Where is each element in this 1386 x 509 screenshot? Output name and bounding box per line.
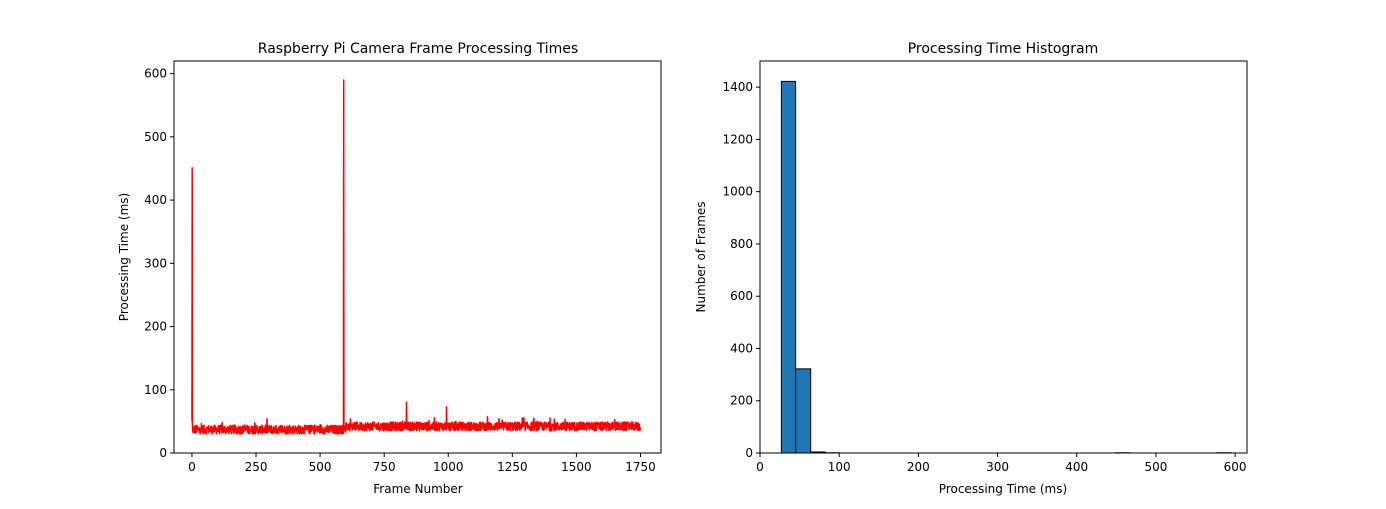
x-tick-label: 1000	[433, 460, 464, 474]
series-line	[191, 79, 641, 435]
y-tick-label: 600	[144, 67, 167, 81]
y-tick-label: 100	[144, 383, 167, 397]
y-tick-label: 1200	[722, 132, 753, 146]
histogram-y-label: Number of Frames	[694, 201, 708, 312]
x-tick-label: 1250	[497, 460, 528, 474]
x-tick-label: 500	[1144, 460, 1167, 474]
x-tick-label: 500	[309, 460, 332, 474]
x-tick-label: 1750	[625, 460, 656, 474]
y-tick-label: 400	[144, 193, 167, 207]
y-tick-label: 0	[159, 446, 167, 460]
x-tick-label: 1500	[561, 460, 592, 474]
histogram-bars	[780, 80, 1232, 454]
x-tick-label: 400	[1065, 460, 1088, 474]
x-tick-label: 0	[188, 460, 196, 474]
y-tick-label: 400	[730, 341, 753, 355]
y-tick-label: 1000	[722, 185, 753, 199]
histogram-title: Processing Time Histogram	[908, 41, 1099, 57]
line-chart-x-label: Frame Number	[373, 482, 462, 496]
line-chart-y-label: Processing Time (ms)	[117, 193, 131, 321]
x-tick-label: 600	[1224, 460, 1247, 474]
y-tick-label: 300	[144, 256, 167, 270]
line-chart: Raspberry Pi Camera Frame Processing Tim…	[117, 41, 662, 496]
x-tick-label: 250	[245, 460, 268, 474]
y-tick-label: 500	[144, 130, 167, 144]
histogram-x-label: Processing Time (ms)	[939, 482, 1067, 496]
x-tick-label: 750	[373, 460, 396, 474]
line-chart-marks	[191, 79, 641, 435]
line-chart-x-ticks: 0 250 500 750 1000 1250 1500 1750	[188, 453, 656, 474]
x-tick-label: 0	[756, 460, 764, 474]
histogram-y-ticks: 0 200 400 600 800 1000 1200 1400	[722, 80, 760, 460]
histogram-chart: Processing Time Histogram 0 100 200 300 400 5…	[694, 41, 1248, 496]
line-chart-plot-frame	[173, 60, 662, 454]
histogram-bar	[780, 80, 797, 454]
y-tick-label: 200	[730, 394, 753, 408]
line-chart-y-ticks: 0 100 200 300 400 500 600	[144, 67, 174, 460]
histogram-plot-frame	[759, 60, 1248, 454]
y-tick-label: 1400	[722, 80, 753, 94]
y-tick-label: 200	[144, 320, 167, 334]
histogram-x-ticks: 0 100 200 300 400 500 600	[756, 453, 1247, 474]
x-tick-label: 100	[828, 460, 851, 474]
y-tick-label: 800	[730, 237, 753, 251]
y-tick-label: 0	[745, 446, 753, 460]
x-tick-label: 300	[986, 460, 1009, 474]
x-tick-label: 200	[907, 460, 930, 474]
y-tick-label: 600	[730, 289, 753, 303]
line-chart-title: Raspberry Pi Camera Frame Processing Tim…	[258, 41, 578, 57]
histogram-bar	[795, 368, 812, 454]
